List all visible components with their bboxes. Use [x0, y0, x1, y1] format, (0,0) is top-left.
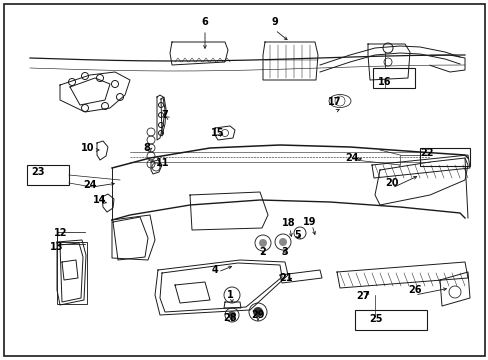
Text: 22: 22 [419, 148, 433, 158]
Text: 23: 23 [31, 167, 45, 177]
Text: 1: 1 [226, 290, 233, 300]
Bar [372, 68, 414, 88]
Text: 29: 29 [251, 310, 264, 320]
Text: 18: 18 [282, 218, 295, 228]
Text: 6: 6 [201, 17, 208, 27]
Text: 19: 19 [303, 217, 316, 227]
Text: 25: 25 [368, 314, 382, 324]
Text: 12: 12 [54, 228, 68, 238]
Circle shape [279, 238, 286, 246]
Circle shape [227, 311, 236, 319]
Circle shape [252, 307, 263, 317]
Text: 9: 9 [271, 17, 278, 27]
Text: 27: 27 [356, 291, 369, 301]
Text: 11: 11 [156, 158, 169, 168]
Text: 4: 4 [211, 265, 218, 275]
Text: 3: 3 [281, 247, 288, 257]
Text: 21: 21 [279, 273, 292, 283]
Text: 20: 20 [385, 178, 398, 188]
Circle shape [259, 239, 266, 247]
Text: 5: 5 [294, 230, 301, 240]
Text: 8: 8 [143, 143, 150, 153]
Text: 7: 7 [162, 110, 168, 120]
Text: 14: 14 [93, 195, 106, 205]
Text: 2: 2 [259, 247, 266, 257]
Text: 17: 17 [327, 97, 341, 107]
Bar [354, 310, 426, 330]
Text: 26: 26 [407, 285, 421, 295]
Text: 16: 16 [378, 77, 391, 87]
Bar [27, 165, 69, 185]
Text: 28: 28 [223, 313, 236, 323]
Text: 15: 15 [211, 128, 224, 138]
Bar [419, 148, 469, 166]
Text: 24: 24 [83, 180, 97, 190]
Text: 13: 13 [50, 242, 63, 252]
Text: 10: 10 [81, 143, 95, 153]
Text: 24: 24 [345, 153, 358, 163]
Bar [57, 242, 87, 304]
